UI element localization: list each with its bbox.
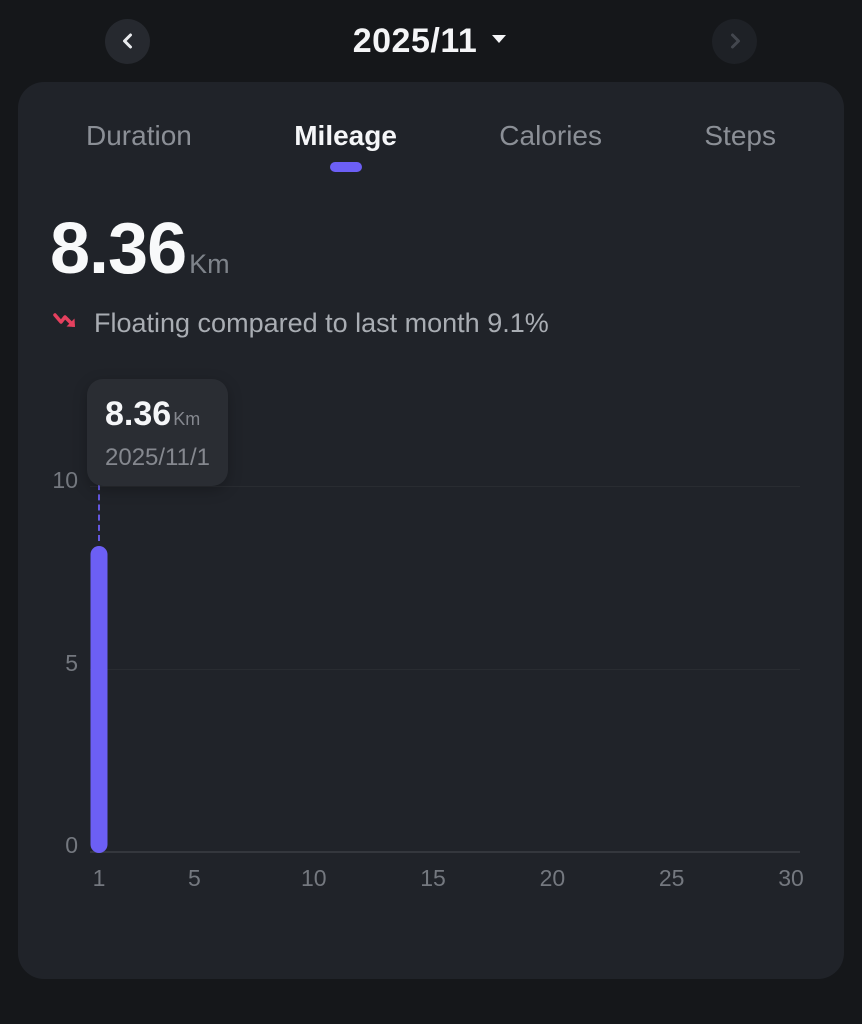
next-month-button[interactable]	[712, 18, 757, 64]
x-tick-label-10: 10	[300, 865, 327, 891]
total-mileage-value: 8.36	[50, 209, 187, 289]
chart-x-axis: 1 5 10 15 20 25 30	[90, 865, 804, 895]
metric-tabs: Duration Mileage Calories Steps	[18, 82, 844, 172]
trend-down-icon	[52, 308, 82, 339]
tab-mileage[interactable]: Mileage	[294, 120, 397, 172]
x-tick-label-15: 15	[420, 865, 446, 891]
gridline-y-0	[90, 851, 800, 853]
x-tick-label-5: 5	[188, 865, 201, 891]
active-tab-indicator	[329, 162, 362, 172]
tooltip-unit: Km	[173, 409, 201, 429]
month-selector[interactable]: 2025/11	[353, 22, 510, 61]
total-mileage-unit: Km	[189, 249, 230, 279]
tab-calories[interactable]: Calories	[499, 120, 602, 151]
caret-down-icon	[489, 32, 509, 51]
y-tick-label-5: 5	[65, 649, 78, 676]
tooltip-value: 8.36	[105, 395, 172, 433]
x-tick-label-25: 25	[658, 865, 685, 891]
tab-steps[interactable]: Steps	[704, 120, 776, 151]
y-tick-label-10: 10	[52, 467, 78, 494]
x-tick-label-30: 30	[778, 865, 804, 891]
chevron-left-icon	[119, 32, 137, 50]
trend-comparison: Floating compared to last month 9.1%	[52, 308, 844, 339]
bar-day-1[interactable]	[90, 545, 108, 853]
chart-plot: 0 5 10	[52, 467, 800, 858]
previous-month-button[interactable]	[105, 18, 150, 64]
x-tick-label-1: 1	[92, 865, 106, 891]
stats-card: Duration Mileage Calories Steps 8.36 Km …	[18, 82, 844, 979]
chevron-right-icon	[726, 32, 744, 50]
trend-comparison-text: Floating compared to last month 9.1%	[94, 308, 549, 338]
y-tick-label-0: 0	[65, 832, 78, 859]
gridline-y-10	[90, 486, 800, 487]
month-navigation-header: 2025/11	[0, 0, 862, 82]
tooltip-pointer-line	[98, 474, 100, 541]
tab-duration[interactable]: Duration	[86, 120, 192, 151]
tooltip-date: 2025/11/1	[105, 444, 210, 471]
page-title: 2025/11	[352, 21, 478, 60]
chart-tooltip: 8.36 Km 2025/11/1	[87, 379, 228, 486]
gridline-y-5	[90, 668, 800, 670]
mileage-bar-chart: 8.36 Km 2025/11/1 0 5 10 1 5 10 15 20 25 30	[52, 379, 804, 899]
monthly-total: 8.36 Km	[50, 208, 844, 290]
x-tick-label-20: 20	[539, 865, 566, 891]
